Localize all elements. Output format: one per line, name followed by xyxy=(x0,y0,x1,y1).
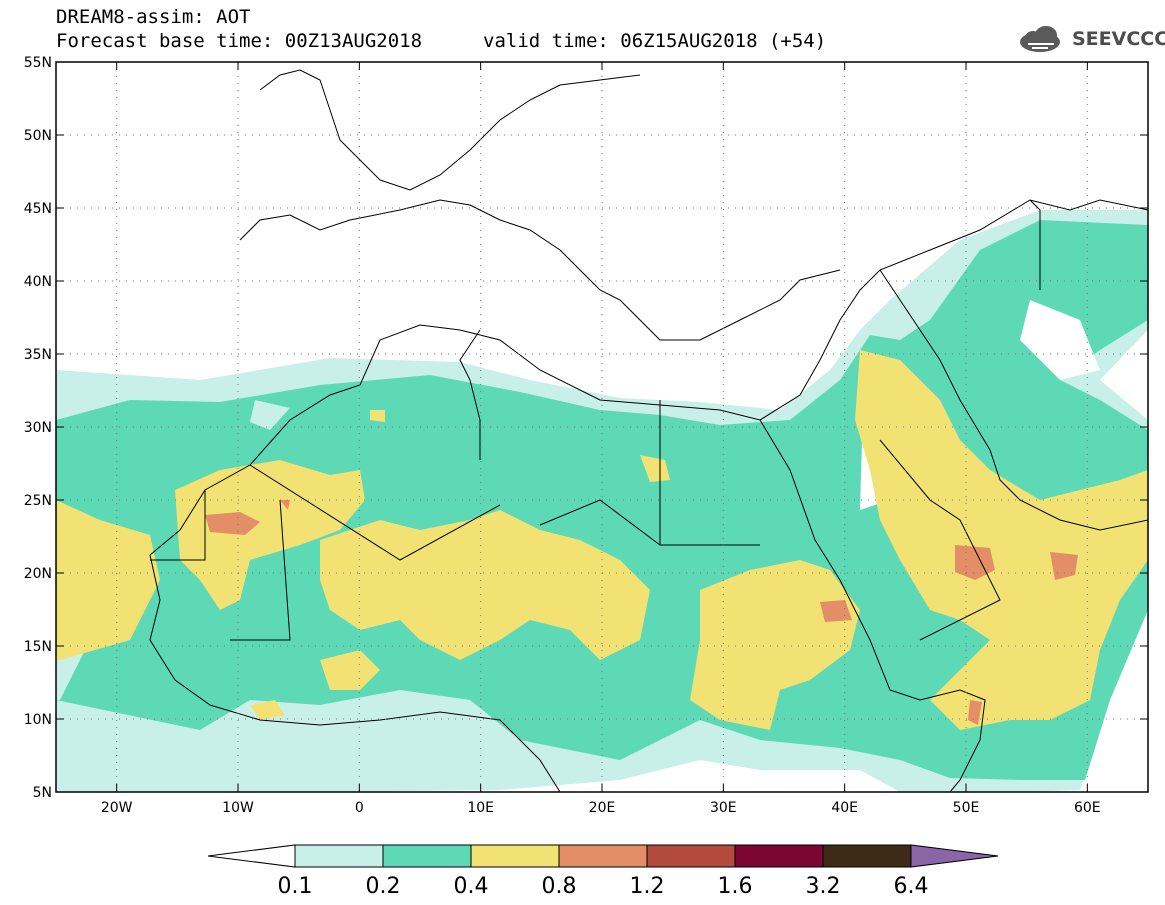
colorbar-segment xyxy=(734,844,824,868)
aot-band-0.8 xyxy=(205,512,260,535)
colorbar-segment xyxy=(558,844,648,868)
lon-label: 20E xyxy=(589,800,616,816)
lat-label: 35N xyxy=(24,347,52,363)
lon-label: 10W xyxy=(222,800,254,816)
lon-label: 60E xyxy=(1074,800,1101,816)
lat-label: 15N xyxy=(24,639,52,655)
lon-label: 0 xyxy=(355,800,364,816)
colorbar-tick-label: 1.2 xyxy=(630,874,665,899)
lat-label: 50N xyxy=(24,128,52,144)
forecast-base-time: Forecast base time: 00Z13AUG2018 xyxy=(56,30,423,52)
longitude-labels: 20W 10W 0 10E 20E 30E 40E 50E 60E xyxy=(101,800,1101,816)
map-title: DREAM8-assim: AOT xyxy=(56,6,251,28)
cloud-icon xyxy=(1020,26,1060,52)
graticule xyxy=(56,61,1148,793)
colorbar-segment xyxy=(822,844,912,868)
lon-label: 20W xyxy=(101,800,133,816)
seevccc-logo xyxy=(1020,26,1060,52)
colorbar-tick-label: 3.2 xyxy=(806,874,841,899)
colorbar-tick-label: 0.4 xyxy=(454,874,489,899)
coastlines xyxy=(149,69,1148,792)
lat-label: 40N xyxy=(24,274,52,290)
colorbar-segment xyxy=(294,844,384,868)
valid-time: valid time: 06Z15AUG2018 (+54) xyxy=(483,30,827,52)
lat-label: 30N xyxy=(24,420,52,436)
lat-label: 5N xyxy=(33,785,52,801)
lat-label: 20N xyxy=(24,566,52,582)
lat-label: 45N xyxy=(24,201,52,217)
colorbar-labels: 0.1 0.2 0.4 0.8 1.2 1.6 3.2 6.4 xyxy=(278,874,929,899)
colorbar-segment xyxy=(470,844,560,868)
lon-label: 30E xyxy=(710,800,737,816)
colorbar xyxy=(207,844,999,868)
colorbar-arrow-left xyxy=(207,844,296,868)
colorbar-arrow-right xyxy=(910,844,999,868)
latitude-labels: 55N 50N 45N 40N 35N 30N 25N 20N 15N 10N 5N xyxy=(24,55,52,801)
logo-text: SEEVCCC xyxy=(1072,28,1165,50)
colorbar-tick-label: 1.6 xyxy=(718,874,753,899)
aot-band-0.4 xyxy=(56,500,160,660)
lat-label: 10N xyxy=(24,712,52,728)
lat-label: 55N xyxy=(24,55,52,71)
colorbar-tick-label: 6.4 xyxy=(894,874,929,899)
map-frame xyxy=(55,61,1149,793)
colorbar-segment xyxy=(382,844,472,868)
colorbar-segment xyxy=(646,844,736,868)
colorbar-tick-label: 0.2 xyxy=(366,874,401,899)
lon-label: 10E xyxy=(467,800,494,816)
lat-label: 25N xyxy=(24,493,52,509)
lon-label: 50E xyxy=(953,800,980,816)
lon-label: 40E xyxy=(831,800,858,816)
colorbar-tick-label: 0.8 xyxy=(542,874,577,899)
colorbar-tick-label: 0.1 xyxy=(278,874,313,899)
